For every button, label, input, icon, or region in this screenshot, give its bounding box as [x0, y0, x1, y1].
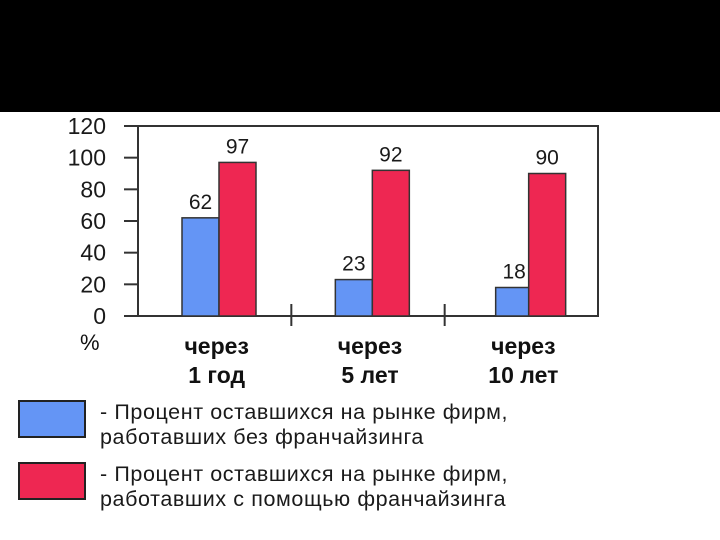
y-axis-unit: %	[80, 330, 100, 355]
x-category-label: 1 год	[188, 362, 245, 388]
data-label: 23	[342, 253, 365, 276]
legend-swatch-blue	[18, 400, 86, 438]
y-tick-label: 80	[80, 176, 106, 202]
header-bar	[0, 0, 720, 112]
data-label: 18	[502, 261, 525, 284]
bar	[334, 278, 374, 317]
x-axis-categories: через 1 год через 5 лет через 10 лет	[184, 333, 558, 388]
bar	[527, 172, 567, 317]
data-label: 92	[379, 143, 402, 166]
bar	[494, 286, 534, 317]
x-category-label: через	[184, 333, 248, 359]
x-category-label: через	[491, 333, 555, 359]
x-category-label: 5 лет	[341, 362, 398, 388]
y-tick-label: 100	[68, 145, 106, 171]
legend-item-blue: - Процент оставшихся на рынке фирм, рабо…	[18, 400, 508, 450]
data-labels: 62 97 23 92 18 90	[189, 135, 559, 283]
y-axis-ticks: 120 100 80 60 40 20 0	[68, 113, 138, 329]
legend-text-line: - Процент оставшихся на рынке фирм,	[100, 400, 509, 424]
data-label: 97	[226, 135, 249, 158]
y-tick-label: 0	[93, 303, 106, 329]
x-category-label: 10 лет	[488, 362, 558, 388]
bar	[371, 169, 411, 317]
data-label: 62	[189, 191, 212, 214]
bars	[181, 161, 567, 317]
legend-swatch-red	[18, 462, 86, 500]
legend-text-line: работавших с помощью франчайзинга	[100, 487, 507, 511]
legend-item-red: - Процент оставшихся на рынке фирм, рабо…	[18, 462, 508, 512]
y-tick-label: 20	[80, 271, 106, 297]
y-tick-label: 60	[80, 208, 106, 234]
y-tick-label: 120	[68, 113, 106, 139]
legend-text-line: - Процент оставшихся на рынке фирм,	[100, 462, 509, 486]
bar	[181, 217, 220, 317]
x-category-label: через	[338, 333, 402, 359]
bar	[218, 161, 257, 317]
data-label: 90	[535, 147, 558, 170]
legend-text-line: работавших без франчайзинга	[100, 425, 424, 449]
y-tick-label: 40	[80, 240, 106, 266]
